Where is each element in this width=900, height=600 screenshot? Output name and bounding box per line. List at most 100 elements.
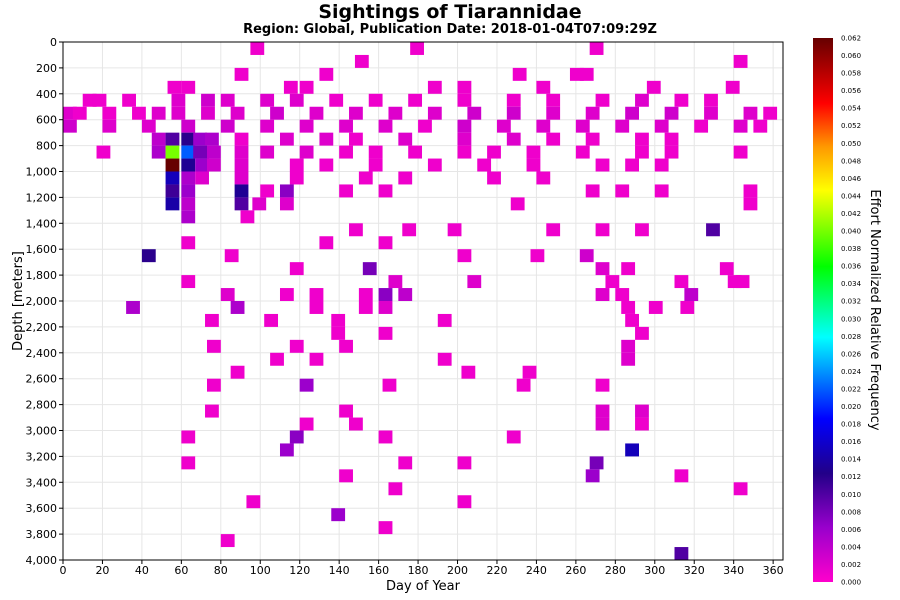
heatmap-cell	[664, 132, 679, 146]
colorbar-tick-label: 0.030	[841, 315, 861, 323]
heatmap-cell	[283, 80, 298, 94]
heatmap-cell	[220, 93, 235, 107]
heatmap-cell	[427, 158, 442, 172]
heatmap-cell	[252, 197, 267, 211]
heatmap-cell	[207, 339, 221, 353]
heatmap-cell	[299, 378, 314, 392]
heatmap-cell	[349, 106, 363, 120]
heatmap-cell	[331, 326, 346, 340]
heatmap-cell	[309, 288, 324, 301]
heatmap-cell	[289, 262, 304, 276]
heatmap-cell	[171, 93, 186, 107]
heatmap-cell	[289, 171, 304, 185]
heatmap-cell	[299, 119, 314, 133]
x-tick-label: 240	[526, 564, 547, 577]
colorbar-tick-label: 0.020	[841, 403, 861, 411]
heatmap-cell	[506, 106, 521, 120]
heatmap-cell	[201, 93, 215, 107]
y-tick-label: 3,200	[26, 450, 58, 463]
heatmap-cell	[181, 275, 196, 289]
heatmap-cell	[447, 223, 462, 237]
heatmap-cell	[299, 417, 314, 431]
heatmap-cell	[546, 106, 561, 120]
heatmap-cell	[546, 223, 561, 237]
heatmap-cell	[595, 378, 610, 392]
heatmap-cell	[664, 106, 679, 120]
y-tick-label: 3,600	[26, 502, 58, 515]
heatmap-cell	[193, 145, 207, 159]
heatmap-cell	[427, 106, 442, 120]
y-tick-label: 1,000	[26, 166, 58, 179]
heatmap-cell	[719, 262, 734, 276]
heatmap-cell	[546, 93, 561, 107]
heatmap-cell	[595, 262, 610, 276]
heatmap-cell	[615, 184, 630, 198]
heatmap-cell	[181, 197, 196, 211]
heatmap-cell	[589, 456, 604, 470]
heatmap-cell	[220, 288, 235, 301]
heatmap-cell	[388, 106, 403, 120]
heatmap-cell	[615, 288, 630, 301]
heatmap-cell	[733, 145, 748, 159]
x-tick-label: 360	[763, 564, 784, 577]
heatmap-cell	[331, 313, 346, 327]
heatmap-cell	[220, 534, 235, 548]
colorbar-tick-label: 0.018	[841, 421, 861, 429]
heatmap-cell	[595, 223, 610, 237]
x-tick-label: 60	[174, 564, 188, 577]
x-tick-label: 0	[60, 564, 67, 577]
heatmap-cell	[621, 262, 636, 276]
heatmap-cell	[319, 158, 334, 172]
colorbar-tick-label: 0.046	[841, 175, 862, 183]
colorbar-tick-label: 0.040	[841, 228, 861, 236]
x-tick-label: 20	[95, 564, 109, 577]
y-tick-label: 400	[36, 88, 57, 101]
chart-title: Sightings of Tiarannidae	[318, 1, 582, 23]
heatmap-cell	[181, 236, 196, 250]
colorbar-tick-label: 0.052	[841, 122, 861, 130]
heatmap-cell	[410, 42, 424, 55]
heatmap-cell	[362, 262, 377, 276]
heatmap-cell	[165, 158, 180, 172]
y-tick-label: 1,600	[26, 243, 58, 256]
y-tick-label: 2,600	[26, 373, 58, 386]
x-axis-label: Day of Year	[386, 579, 461, 594]
heatmap-cell	[181, 119, 196, 133]
heatmap-cell	[279, 132, 294, 146]
heatmap-cell	[289, 430, 304, 444]
heatmap-cell	[207, 158, 221, 172]
y-tick-label: 3,800	[26, 528, 58, 541]
heatmap-cell	[398, 132, 413, 146]
heatmap-cell	[388, 482, 403, 496]
y-tick-label: 200	[36, 62, 57, 75]
heatmap-cell	[234, 158, 249, 172]
heatmap-cell	[299, 145, 314, 159]
heatmap-cell	[743, 106, 758, 120]
heatmap-cell	[181, 430, 196, 444]
heatmap-cell	[230, 106, 245, 120]
heatmap-cell	[246, 495, 261, 509]
heatmap-cell	[234, 197, 249, 211]
heatmap-cell	[358, 288, 373, 301]
heatmap-cell	[331, 508, 346, 522]
heatmap-cell	[735, 275, 750, 289]
heatmap-cell	[635, 404, 649, 418]
heatmap-cell	[181, 171, 196, 185]
heatmap-cell	[388, 275, 403, 289]
heatmap-cell	[585, 469, 600, 483]
colorbar-tick-label: 0.048	[841, 157, 861, 165]
y-tick-label: 800	[36, 140, 57, 153]
colorbar-tick-label: 0.008	[841, 508, 861, 516]
heatmap-cell	[743, 197, 758, 211]
colorbar-tick-label: 0.026	[841, 350, 862, 358]
heatmap-cell	[418, 119, 432, 133]
x-tick-label: 300	[644, 564, 665, 577]
heatmap-cell	[349, 223, 363, 237]
x-tick-label: 100	[250, 564, 271, 577]
y-tick-label: 3,000	[26, 425, 58, 438]
heatmap-cell	[457, 119, 472, 133]
heatmap-cell	[398, 288, 413, 301]
heatmap-cell	[339, 404, 353, 418]
heatmap-cell	[457, 495, 472, 509]
